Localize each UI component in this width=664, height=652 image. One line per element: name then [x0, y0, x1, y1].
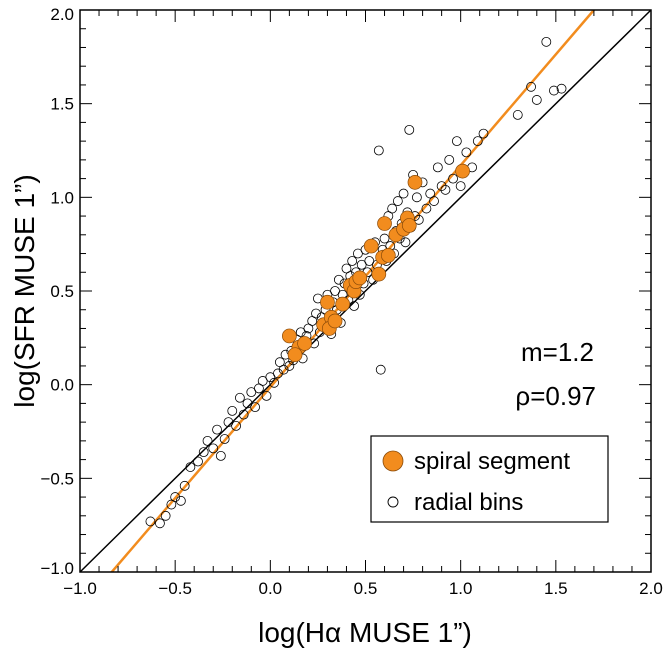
- spiral-segment-point: [401, 218, 417, 233]
- radial-bin-point: [387, 203, 398, 214]
- radial-bin-point: [215, 450, 226, 461]
- legend-spiral-label: spiral segment: [414, 448, 570, 475]
- radial-bin-point: [179, 480, 190, 491]
- radial-bin-point: [145, 516, 156, 527]
- spiral-segment-point: [327, 313, 343, 329]
- radial-bin-point: [311, 308, 321, 319]
- y-tick-label: −1.0: [40, 559, 74, 578]
- radial-bin-point: [478, 128, 489, 139]
- radial-bin-point: [379, 233, 390, 244]
- radial-bin-point: [556, 83, 567, 94]
- spiral-segment-point: [320, 294, 335, 310]
- radial-bin-point: [261, 391, 272, 401]
- radial-bin-point: [198, 447, 209, 458]
- legend-radial-marker: [387, 496, 399, 508]
- spiral-segment-point: [455, 163, 470, 179]
- radial-bin-point: [429, 196, 439, 206]
- radial-bin-point: [448, 173, 458, 184]
- x-tick-label: 1.0: [449, 579, 473, 598]
- y-tick-label: −0.5: [40, 469, 74, 488]
- spiral-segment-point: [407, 174, 423, 190]
- legend-spiral-marker: [382, 450, 404, 472]
- radial-bin-point: [541, 36, 552, 47]
- radial-bin-point: [175, 495, 186, 506]
- radial-bin-point: [219, 434, 230, 444]
- spiral-segment-point: [335, 296, 351, 312]
- radial-bin-point: [392, 196, 403, 206]
- x-tick-label: −1.0: [63, 579, 97, 598]
- radial-bin-point: [455, 181, 466, 191]
- radial-bin-point: [404, 124, 415, 135]
- x-axis-label: log(Hα MUSE 1”): [258, 617, 472, 648]
- radial-bin-point: [193, 456, 203, 467]
- legend-box: [370, 435, 609, 523]
- radial-bin-point: [375, 364, 386, 375]
- x-tick-label: 0.5: [354, 579, 378, 598]
- radial-bin-point: [231, 420, 241, 431]
- x-tick-label: 0.0: [259, 579, 283, 598]
- radial-bin-point: [432, 162, 443, 173]
- radial-bin-point: [234, 392, 245, 403]
- legend: spiral segment radial bins: [370, 435, 609, 523]
- x-tick-label: 1.5: [544, 579, 568, 598]
- radial-bin-point: [208, 443, 219, 454]
- axes: −1.0 −0.5 0.0 0.5 1.0 1.5 2.0 −1.0 −0.5 0.0 0.5 1.0…: [40, 5, 662, 598]
- spiral-segment-point: [352, 270, 368, 286]
- radial-bin-point: [421, 203, 432, 214]
- radial-bin-point: [333, 274, 344, 285]
- correlation-annotation: ρ=0.97: [515, 381, 596, 411]
- radial-bin-point: [444, 154, 455, 165]
- y-tick-label: 1.5: [50, 95, 74, 114]
- radial-bin-point: [160, 510, 171, 521]
- radial-bin-point: [436, 181, 447, 191]
- radial-bin-point: [461, 147, 472, 158]
- spiral-segment-point: [363, 238, 379, 254]
- radial-bin-point: [250, 402, 261, 413]
- radial-bin-point: [347, 256, 358, 266]
- radial-bin-point: [269, 377, 280, 388]
- y-tick-label: 0.5: [50, 282, 74, 301]
- y-tick-label: 1.0: [50, 188, 74, 207]
- y-tick-label: 2.0: [50, 5, 74, 24]
- radial-bin-point: [227, 405, 238, 416]
- plot-marks: [80, 10, 651, 572]
- slope-annotation: m=1.2: [521, 337, 594, 367]
- radial-bin-point: [273, 368, 283, 379]
- radial-bin-point: [531, 95, 542, 105]
- radial-bin-point: [512, 110, 523, 120]
- radial-bin-point: [278, 364, 289, 375]
- radial-bin-point: [526, 81, 536, 92]
- spiral-segment-point: [377, 216, 392, 231]
- spiral-segment-point: [371, 266, 387, 282]
- radial-bin-point: [155, 518, 165, 529]
- radial-bin-point: [284, 361, 295, 371]
- radial-bin-point: [170, 492, 181, 502]
- radial-bin-point: [451, 136, 462, 147]
- one-to-one-line: [80, 10, 651, 572]
- y-tick-label: 0.0: [50, 376, 74, 395]
- radial-bin-point: [373, 145, 384, 156]
- radial-bin-point: [185, 462, 196, 472]
- spiral-segment-point: [287, 347, 303, 363]
- spiral-segment-point: [297, 336, 312, 351]
- radial-bin-point: [400, 237, 411, 248]
- radial-bin-point: [411, 192, 422, 203]
- spiral-segment-point: [380, 248, 396, 263]
- radial-bin-point: [549, 85, 559, 96]
- radial-bin-point: [212, 424, 222, 435]
- radial-bin-point: [238, 409, 249, 420]
- x-tick-label: 2.0: [639, 579, 663, 598]
- radial-bin-point: [472, 136, 483, 147]
- radial-bin-point: [440, 184, 451, 195]
- spiral-segment-point: [282, 328, 297, 344]
- y-axis-label: log(SFR MUSE 1”): [9, 174, 40, 407]
- legend-radial-label: radial bins: [414, 489, 523, 516]
- radial-bin-point: [202, 435, 213, 446]
- radial-bin-point: [398, 188, 409, 199]
- x-tick-label: −0.5: [158, 579, 192, 598]
